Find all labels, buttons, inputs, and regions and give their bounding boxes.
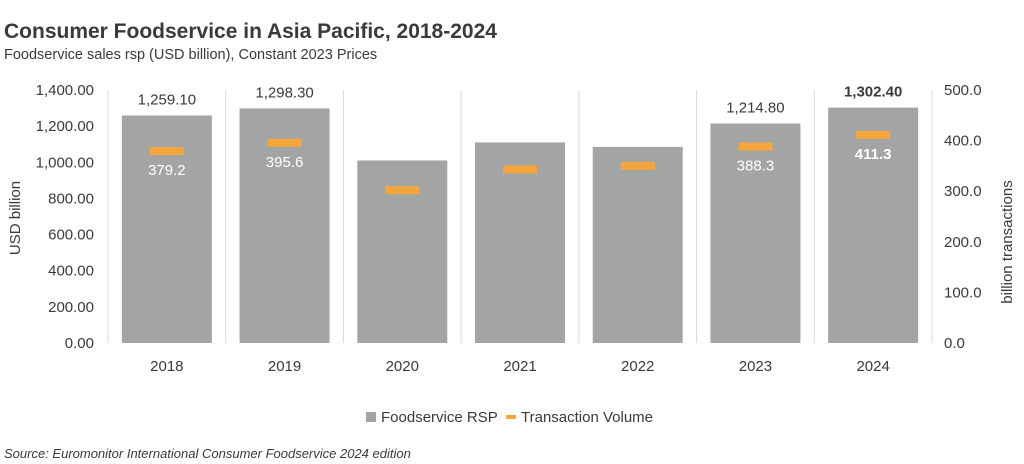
volume-label-2018: 379.2 — [148, 162, 186, 179]
y-tick-label: 600.00 — [48, 227, 94, 244]
y-tick-label: 1,400.00 — [36, 82, 94, 99]
y-tick-label: 400.00 — [48, 263, 94, 280]
y-tick-label: 200.00 — [48, 299, 94, 316]
y2-axis-title: billion transactions — [999, 180, 1016, 303]
bar-label-2018: 1,259.10 — [138, 91, 196, 108]
bar-label-2019: 1,298.30 — [255, 84, 313, 101]
x-tick-2023: 2023 — [739, 358, 772, 375]
bar-2023 — [710, 123, 801, 343]
bar-label-2023: 1,214.80 — [726, 99, 784, 116]
bar-2019 — [239, 108, 330, 344]
x-tick-2018: 2018 — [150, 358, 183, 375]
y2-tick-label: 300.0 — [944, 183, 982, 200]
legend-swatch-rsp — [366, 412, 376, 422]
legend-label-rsp: Foodservice RSP — [381, 409, 498, 426]
chart-title: Consumer Foodservice in Asia Pacific, 20… — [4, 20, 497, 43]
volume-marker-2021 — [503, 165, 537, 174]
source-note: Source: Euromonitor International Consum… — [4, 446, 411, 461]
y-tick-label: 1,000.00 — [36, 154, 94, 171]
y-tick-label: 800.00 — [48, 190, 94, 207]
legend-swatch-volume — [506, 415, 516, 419]
bar-label-2024: 1,302.40 — [844, 84, 902, 101]
x-tick-2020: 2020 — [386, 358, 419, 375]
volume-marker-2022 — [620, 161, 655, 170]
y2-tick-label: 400.0 — [944, 133, 982, 150]
volume-marker-2020 — [385, 186, 420, 195]
y-axis-title: USD billion — [7, 181, 24, 255]
x-tick-2022: 2022 — [621, 358, 654, 375]
volume-label-2024: 411.3 — [855, 146, 892, 163]
y2-tick-label: 500.0 — [944, 82, 982, 99]
y2-tick-label: 200.0 — [944, 234, 982, 251]
legend-label-volume: Transaction Volume — [521, 409, 653, 426]
x-tick-2024: 2024 — [856, 358, 889, 375]
volume-marker-2019 — [267, 138, 302, 147]
x-tick-2021: 2021 — [503, 358, 536, 375]
volume-marker-2024 — [856, 130, 891, 139]
legend: Foodservice RSP Transaction Volume — [366, 409, 653, 426]
volume-label-2019: 395.6 — [266, 154, 304, 171]
y2-tick-label: 100.0 — [944, 284, 982, 301]
volume-marker-2023 — [738, 142, 773, 151]
y-tick-label: 0.00 — [65, 335, 94, 352]
chart-subtitle: Foodservice sales rsp (USD billion), Con… — [4, 47, 378, 63]
volume-marker-2018 — [149, 147, 184, 156]
y-tick-label: 1,200.00 — [36, 118, 94, 135]
y2-tick-label: 0.0 — [944, 335, 965, 352]
x-tick-2019: 2019 — [268, 358, 301, 375]
bar-2022 — [592, 146, 683, 343]
volume-label-2023: 388.3 — [737, 158, 775, 175]
bar-2021 — [475, 142, 565, 343]
bar-2024 — [828, 107, 919, 343]
